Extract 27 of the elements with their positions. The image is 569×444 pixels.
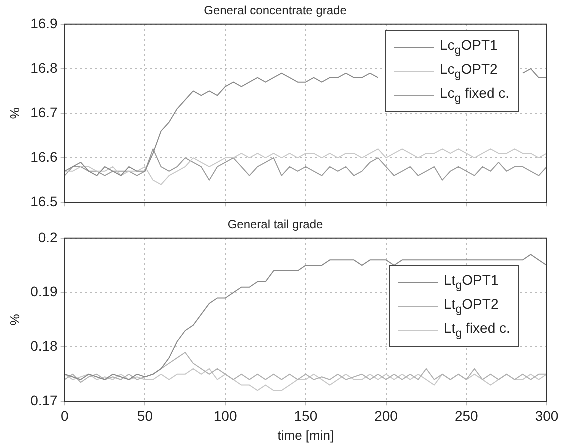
legend-label: Lt$_{g}$OPT2 xyxy=(444,296,499,316)
y-tick-label: 0.17 xyxy=(30,392,58,408)
y-axis-title: % xyxy=(7,107,22,120)
y-tick-label: 16.7 xyxy=(30,104,58,120)
legend-label: Lc$_{g}$OPT1 xyxy=(440,37,498,58)
x-tick-label: 200 xyxy=(374,408,398,424)
x-tick-label: 150 xyxy=(294,408,318,424)
legend-label: Lc$_{g}$ fixed c. xyxy=(440,85,510,106)
x-tick-label: 50 xyxy=(137,408,154,424)
y-tick-label: 0.18 xyxy=(30,338,58,354)
x-tick-label: 100 xyxy=(214,408,238,424)
y-tick-label: 16.8 xyxy=(30,60,58,76)
y-tick-label: 16.5 xyxy=(30,193,58,210)
x-axis-title: time [min] xyxy=(278,428,334,443)
legend-label: Lt$_{g}$ fixed c. xyxy=(444,320,510,340)
y-tick-label: 0.2 xyxy=(38,229,58,246)
x-tick-label: 300 xyxy=(535,408,559,424)
legend-label: Lt$_{g}$OPT1 xyxy=(444,272,499,292)
x-tick-label: 250 xyxy=(454,408,479,424)
y-tick-label: 16.6 xyxy=(30,148,58,165)
chart-title: General concentrate grade xyxy=(204,4,348,18)
x-tick-label: 0 xyxy=(60,408,69,424)
legend-label: Lc$_{g}$OPT2 xyxy=(440,61,498,82)
chart-title: General tail grade xyxy=(228,218,324,232)
y-axis-title: % xyxy=(7,314,22,326)
y-tick-label: 16.9 xyxy=(30,15,58,32)
y-tick-label: 0.19 xyxy=(30,284,58,300)
